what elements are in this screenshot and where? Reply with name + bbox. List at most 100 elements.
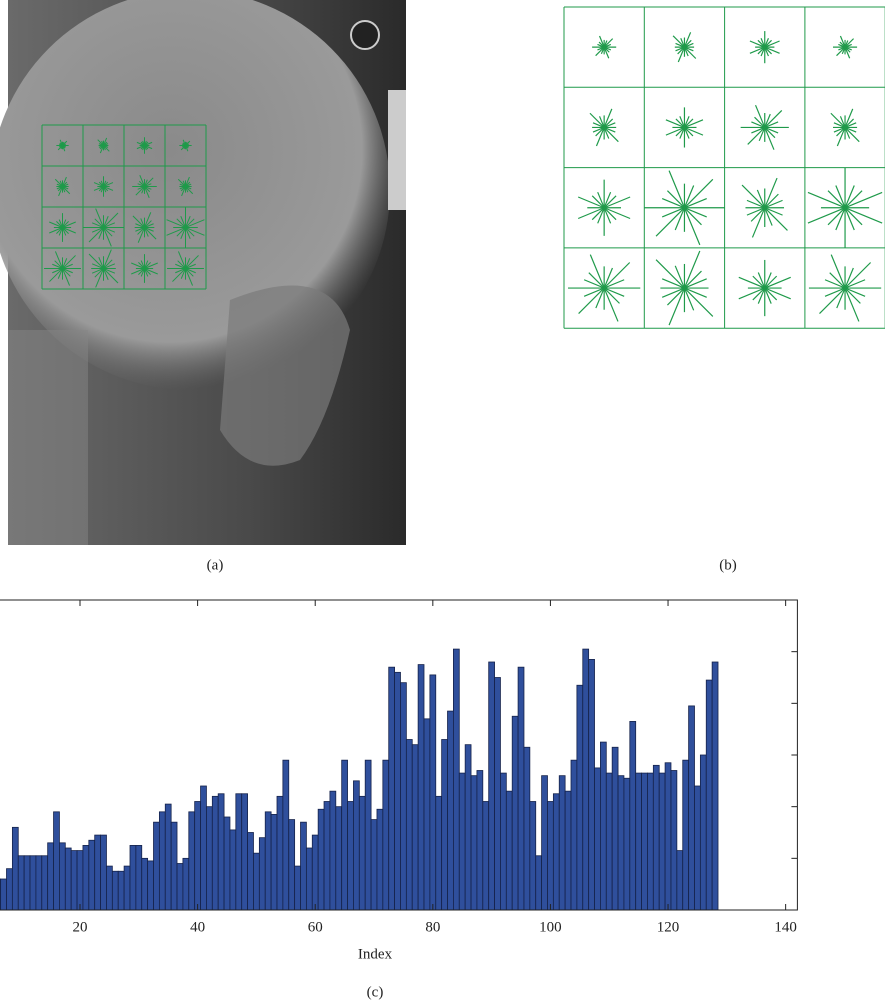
bar [436,796,442,910]
figure: (a) (b) (c) 20406080100120140Index [0,0,885,1008]
bar [7,869,13,910]
bar [512,716,518,910]
caption: (b) [719,557,737,573]
bar [389,667,395,910]
bar [71,851,77,910]
bar [518,667,524,910]
bar [377,809,383,910]
bar [353,781,359,910]
bar [112,871,118,910]
bar [677,851,683,910]
bar [489,662,495,910]
bar [83,845,89,910]
bar [248,833,254,911]
x-axis-label: Index [358,946,393,962]
bar [624,778,630,910]
bar [559,776,565,910]
bar [359,796,365,910]
bar [642,773,648,910]
caption: (a) [207,557,224,573]
bar [365,760,371,910]
bar [224,817,230,910]
bar [647,773,653,910]
bar [201,786,207,910]
bar [148,861,154,910]
page: {"figure": {"captions": ["(a)", "(b)", "… [0,0,885,1008]
bar [30,856,36,910]
bar [177,864,183,911]
bar [271,814,277,910]
bar [689,706,695,910]
caption: (c) [367,984,384,1000]
bar [694,786,700,910]
bar [124,866,130,910]
bar [471,776,477,910]
bar [189,812,195,910]
bar [265,812,271,910]
bar [495,678,501,911]
x-tick-label: 20 [73,919,88,935]
bar [295,866,301,910]
bar [453,649,459,910]
bar [589,659,595,910]
bar [171,822,177,910]
bar [547,802,553,911]
bar [371,820,377,910]
bar [659,773,665,910]
x-tick-label: 40 [190,919,205,935]
bar [101,835,107,910]
bar [530,802,536,911]
bar [259,838,265,910]
bar [577,685,583,910]
bar [159,812,165,910]
bar [618,776,624,910]
bar [348,802,354,911]
bar [483,802,489,911]
bar [524,747,530,910]
bar [383,760,389,910]
bar [65,848,71,910]
bar [606,773,612,910]
bar [306,848,312,910]
bar [289,820,295,910]
bar [301,822,307,910]
x-tick-label: 100 [539,919,562,935]
bar [542,776,548,910]
bar [700,755,706,910]
bar [595,768,601,910]
bar [54,812,60,910]
bar [406,740,412,911]
bar [106,866,112,910]
bar [42,856,48,910]
bar [165,804,171,910]
bar [665,763,671,910]
bar [312,835,318,910]
bar [77,851,83,910]
bar [465,745,471,910]
bar [142,858,148,910]
bar [712,662,718,910]
bar [477,771,483,911]
bar [18,856,24,910]
bar [630,721,636,910]
bar [459,773,465,910]
bar [230,830,236,910]
bar [442,740,448,911]
bar [424,719,430,910]
bar [400,683,406,910]
x-tick-label: 140 [774,919,797,935]
bar [48,843,54,910]
bar [324,802,330,911]
bar [118,871,124,910]
bar [571,760,577,910]
bar [636,773,642,910]
bar [342,760,348,910]
bar [500,773,506,910]
bar [253,853,259,910]
bar [36,856,42,910]
bar [706,680,712,910]
bar [412,745,418,910]
bar [612,747,618,910]
bar [212,796,218,910]
bar [89,840,95,910]
